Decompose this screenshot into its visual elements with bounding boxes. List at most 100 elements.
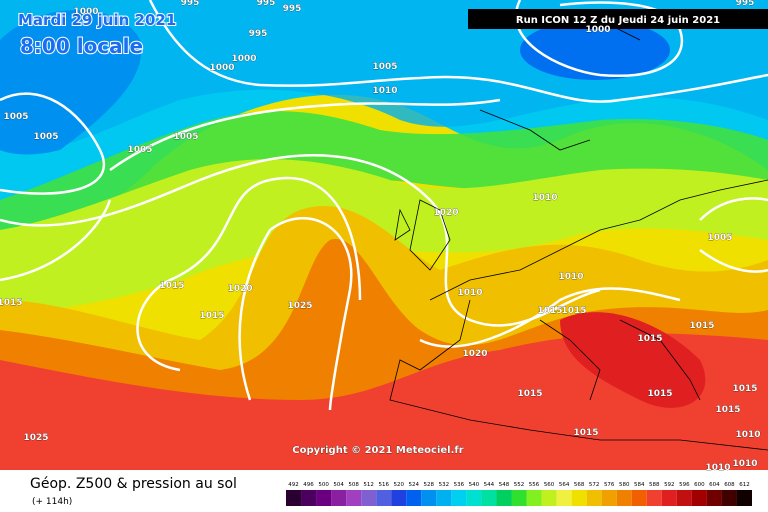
colorbar-swatch [361,490,377,506]
colorbar-label: 604 [709,482,720,488]
colorbar-swatch [646,490,662,506]
colorbar-label: 528 [424,482,435,488]
colorbar-swatch [556,490,572,506]
colorbar-swatch [586,490,602,506]
isobar-label: 1015 [689,321,714,331]
isobar-label: 1010 [732,459,757,469]
colorbar-label: 544 [484,482,495,488]
colorbar: 492 496 500 504 508 512 516 520 524 528 532 536 540 5… [286,482,752,506]
colorbar-label: 548 [499,482,510,488]
colorbar-label: 520 [393,482,404,488]
isobar-label: 1010 [372,86,397,96]
isobar-label: 1015 [0,298,23,308]
colorbar-label: 568 [574,482,585,488]
colorbar-label: 612 [739,482,750,488]
isobar-label: 1000 [209,63,234,73]
isobar-label: 1005 [127,145,152,155]
isobar-label: 1005 [33,132,58,142]
colorbar-label: 556 [529,482,540,488]
colorbar-swatch [496,490,512,506]
isobar-label: 1020 [227,284,252,294]
colorbar-label: 560 [544,482,555,488]
colorbar-label: 516 [378,482,389,488]
isobar-label: 995 [249,29,268,39]
run-box [468,9,768,29]
isobar-label: 1005 [707,233,732,243]
isobar-label: 1015 [561,306,586,316]
colorbar-label: 512 [363,482,374,488]
isobar-label: 1020 [462,349,487,359]
isobar-label: 1015 [159,281,184,291]
isobar-label: 1015 [732,384,757,394]
colorbar-label: 532 [439,482,450,488]
colorbar-swatch [391,490,407,506]
isobar-label: 1005 [173,132,198,142]
colorbar-swatch [346,490,362,506]
colorbar-swatch [736,490,752,506]
colorbar-swatch [721,490,737,506]
colorbar-swatch [301,490,317,506]
colorbar-label: 596 [679,482,690,488]
colorbar-label: 540 [469,482,480,488]
isobar-label: 1005 [372,62,397,72]
colorbar-label: 592 [664,482,675,488]
isobar-label: 1000 [73,7,98,17]
colorbar-label: 492 [288,482,299,488]
colorbar-label: 572 [589,482,600,488]
isobar-label: 1010 [457,288,482,298]
footer-title: Géop. Z500 & pression au sol [30,476,237,492]
isobar-label: 1010 [705,463,730,473]
isobar-label: 1015 [199,311,224,321]
colorbar-swatch [526,490,542,506]
colorbar-label: 576 [604,482,615,488]
isobar-label: 1015 [573,428,598,438]
footer-lead: (+ 114h) [32,497,72,507]
colorbar-label: 552 [514,482,525,488]
colorbar-swatch [691,490,707,506]
colorbar-label: 500 [318,482,329,488]
colorbar-swatch [406,490,422,506]
isobar-label: 1015 [637,334,662,344]
colorbar-swatch [661,490,677,506]
forecast-time: 8:00 locale [20,34,143,58]
isobar-label: 1000 [585,25,610,35]
colorbar-swatch [541,490,557,506]
isobar-label: 1015 [715,405,740,415]
run-info: Run ICON 12 Z du Jeudi 24 juin 2021 [516,15,720,26]
isobar-label: 1020 [433,208,458,218]
isobar-label: 1000 [231,54,256,64]
isobar-label: 995 [283,4,302,14]
isobar-label: 1010 [735,430,760,440]
colorbar-swatch [601,490,617,506]
colorbar-swatch [286,490,302,506]
colorbar-label: 536 [454,482,465,488]
colorbar-label: 588 [649,482,660,488]
colorbar-label: 580 [619,482,630,488]
colorbar-swatch [421,490,437,506]
colorbar-swatch [571,490,587,506]
map: Copyright © 2021 Meteociel.fr [0,0,768,471]
colorbar-label: 496 [303,482,314,488]
isobar-label: 1010 [532,193,557,203]
copyright: Copyright © 2021 Meteociel.fr [292,445,463,456]
isobar-label: 1015 [537,306,562,316]
colorbar-swatch [331,490,347,506]
forecast-date: Mardi 29 juin 2021 [18,11,176,29]
isobar-label: 995 [181,0,200,8]
colorbar-swatch [376,490,392,506]
isobar-label: 1005 [3,112,28,122]
colorbar-label: 524 [409,482,420,488]
colorbar-label: 508 [348,482,359,488]
colorbar-swatch [316,490,332,506]
colorbar-swatch [631,490,647,506]
isobar-label: 995 [257,0,276,8]
isobar-label: 1015 [647,389,672,399]
colorbar-swatch [616,490,632,506]
colorbar-swatch [511,490,527,506]
colorbar-swatch [676,490,692,506]
colorbar-swatch [451,490,467,506]
colorbar-swatch [436,490,452,506]
isobar-label: 1025 [287,301,312,311]
colorbar-label: 584 [634,482,645,488]
